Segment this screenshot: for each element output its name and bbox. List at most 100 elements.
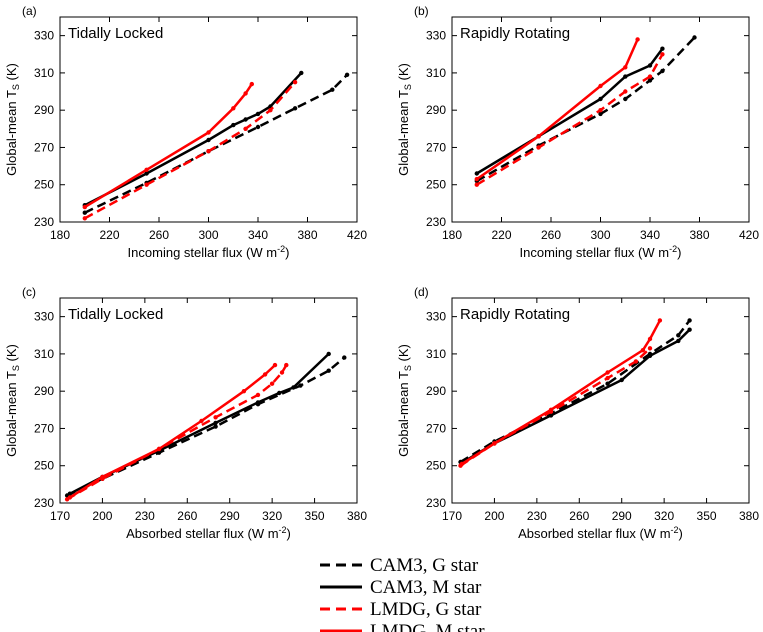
- y-tick-label: 250: [426, 178, 446, 192]
- series-line-cam3-m-star: [84, 72, 303, 207]
- data-point: [657, 318, 663, 323]
- y-tick-label: 230: [34, 496, 54, 510]
- data-point: [474, 176, 479, 182]
- y-tick-label: 230: [426, 215, 446, 229]
- data-point: [255, 392, 261, 398]
- data-point: [598, 108, 603, 113]
- data-point: [623, 89, 628, 94]
- data-point: [255, 111, 261, 117]
- x-tick-label: 170: [442, 509, 462, 523]
- data-point: [326, 368, 331, 373]
- x-tick-label: 420: [739, 228, 759, 242]
- data-point: [605, 381, 610, 386]
- x-tick-label: 380: [739, 509, 759, 523]
- x-tick-label: 320: [654, 509, 674, 523]
- x-tick-label: 290: [220, 509, 240, 523]
- data-point: [213, 415, 218, 420]
- plot-frame: [59, 16, 358, 223]
- series-line-lmdg-m-star: [84, 83, 253, 209]
- data-point: [277, 390, 282, 396]
- x-tick-label: 220: [99, 228, 119, 242]
- data-point: [279, 370, 285, 375]
- legend-label: CAM3, M star: [370, 577, 482, 598]
- data-point: [241, 389, 247, 394]
- data-point: [206, 130, 211, 135]
- y-tick-label: 230: [34, 215, 54, 229]
- y-tick-label: 330: [34, 310, 54, 324]
- data-point: [269, 381, 275, 386]
- x-tick-label: 290: [612, 509, 632, 523]
- data-point: [660, 46, 665, 51]
- x-tick-label: 260: [541, 228, 561, 242]
- data-point: [144, 171, 149, 176]
- x-tick-label: 350: [305, 509, 325, 523]
- data-point: [262, 372, 268, 377]
- data-point: [272, 362, 278, 368]
- data-point: [249, 81, 254, 87]
- x-tick-label: 340: [640, 228, 660, 242]
- data-point: [536, 145, 541, 150]
- data-point: [292, 106, 298, 111]
- x-tick-label: 420: [347, 228, 367, 242]
- legend-entry: CAM3, G star: [320, 555, 479, 576]
- series-line-lmdg-g-star: [476, 53, 664, 186]
- y-tick-label: 250: [34, 459, 54, 473]
- data-point: [144, 167, 149, 172]
- data-point: [598, 111, 603, 117]
- data-point: [676, 333, 681, 338]
- data-point: [213, 420, 218, 426]
- y-tick-label: 330: [34, 29, 54, 43]
- panel-title: Tidally Locked: [68, 25, 163, 42]
- x-tick-label: 180: [442, 228, 462, 242]
- y-tick-label: 310: [426, 66, 446, 80]
- data-point: [243, 91, 248, 96]
- panel-label: (d): [414, 285, 429, 299]
- data-point: [243, 126, 248, 131]
- data-point: [342, 355, 347, 360]
- data-point: [268, 108, 273, 113]
- x-tick-label: 220: [491, 228, 511, 242]
- data-point: [660, 52, 665, 57]
- data-point: [623, 74, 628, 79]
- series-line-cam3-g-star: [66, 356, 346, 497]
- x-axis-label: Incoming stellar flux (W m-2): [128, 244, 290, 260]
- panel-label: (c): [22, 285, 36, 299]
- data-point: [687, 318, 692, 323]
- y-axis-label: Global-mean TS (K): [4, 63, 21, 176]
- x-tick-label: 380: [689, 228, 709, 242]
- data-point: [474, 171, 479, 176]
- data-point: [492, 441, 497, 446]
- data-point: [647, 63, 653, 68]
- data-point: [330, 87, 335, 92]
- y-tick-label: 250: [34, 178, 54, 192]
- data-point: [548, 413, 554, 418]
- legend-label: LMDG, G star: [370, 599, 482, 620]
- panel-label: (a): [22, 4, 37, 18]
- data-point: [100, 474, 105, 480]
- data-point: [231, 122, 236, 128]
- y-tick-label: 310: [426, 347, 446, 361]
- data-point: [291, 385, 296, 390]
- data-point: [619, 377, 624, 383]
- data-point: [676, 338, 681, 344]
- x-tick-label: 170: [50, 509, 70, 523]
- data-point: [633, 359, 639, 364]
- y-tick-label: 270: [34, 421, 54, 435]
- x-tick-label: 340: [248, 228, 268, 242]
- data-point: [284, 362, 289, 368]
- data-point: [206, 137, 211, 143]
- x-axis-label: Incoming stellar flux (W m-2): [520, 244, 682, 260]
- data-point: [692, 35, 697, 40]
- plot-frame: [451, 16, 750, 223]
- data-point: [299, 70, 304, 76]
- x-tick-label: 260: [149, 228, 169, 242]
- data-point: [344, 72, 350, 78]
- x-tick-label: 320: [262, 509, 282, 523]
- legend-entry: CAM3, M star: [320, 577, 482, 598]
- data-point: [647, 336, 653, 342]
- data-point: [598, 83, 603, 89]
- panel-label: (b): [414, 4, 429, 18]
- x-tick-label: 200: [92, 509, 112, 523]
- x-tick-label: 230: [135, 509, 155, 523]
- data-point: [623, 96, 628, 102]
